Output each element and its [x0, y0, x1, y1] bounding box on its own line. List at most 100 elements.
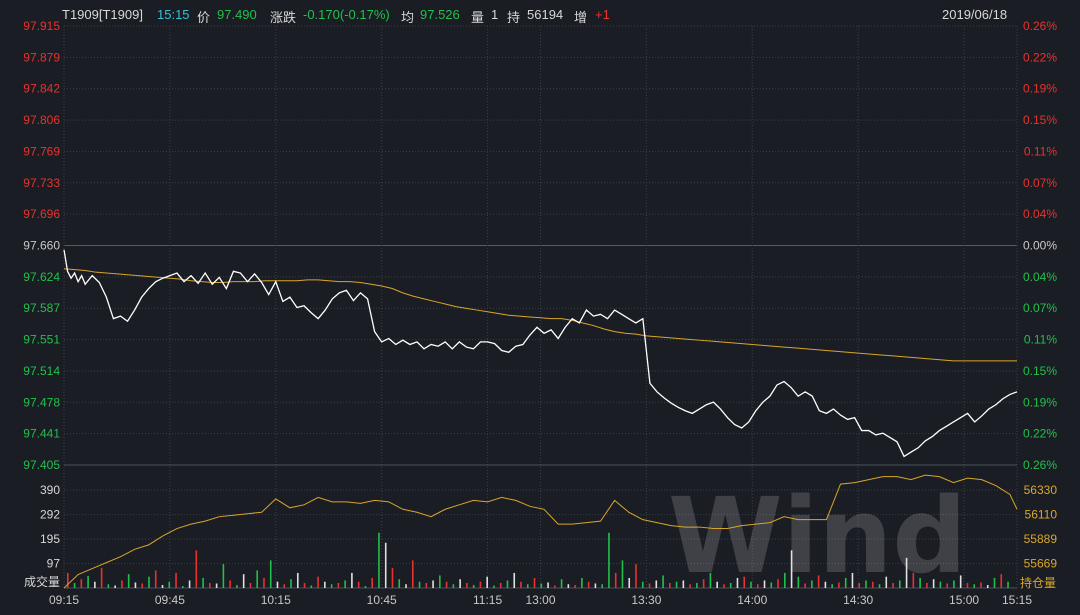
price-caption: 价 [197, 10, 211, 25]
volume-bar [946, 583, 948, 588]
price-axis: 97.915 97.879 97.842 97.806 97.769 97.733 97.6… [23, 19, 60, 472]
volume-bar [520, 581, 522, 588]
volume-bar [425, 582, 428, 588]
volume-bar [567, 584, 570, 588]
price-tick-label: 97.733 [23, 176, 60, 190]
volume-bar [229, 580, 231, 588]
volume-bar [290, 579, 292, 588]
volume-bar [181, 585, 184, 588]
volume-bar [980, 582, 982, 588]
volume-bar [648, 583, 651, 588]
volume-bar [127, 574, 130, 588]
volume-bar [357, 581, 360, 588]
price-tick-label: 97.806 [23, 113, 60, 127]
volume-bar [871, 581, 874, 588]
volume-bar [560, 579, 563, 588]
volume-bar [729, 582, 732, 588]
volume-bar [608, 532, 610, 588]
volume-bar [526, 584, 529, 588]
volume-bar [499, 582, 502, 588]
time-tick-label: 10:45 [367, 593, 397, 607]
volume-bar [405, 584, 407, 588]
volume-bar [905, 557, 908, 588]
volume-bar [337, 582, 340, 588]
date-label: 2019/06/18 [942, 7, 1008, 22]
volume-tick-label: 292 [40, 508, 60, 522]
volume-bar [797, 576, 800, 588]
volume-bar [702, 579, 705, 588]
volume-bar [276, 581, 279, 588]
percent-tick-label: 0.15% [1023, 364, 1057, 378]
price-tick-label: 97.879 [23, 50, 60, 64]
volume-bar [804, 583, 806, 588]
volume-bar [736, 577, 739, 588]
time-tick-label: 11:15 [473, 593, 502, 607]
volume-bar [303, 582, 306, 588]
percent-tick-label: 0.19% [1023, 395, 1057, 409]
volume-bar [371, 577, 373, 588]
time-tick-label: 10:15 [261, 593, 291, 607]
volume-bar [141, 583, 144, 588]
price-line [63, 249, 1018, 458]
volume-bar [716, 581, 718, 588]
oi-value: 56194 [527, 7, 564, 22]
price-tick-label: 97.405 [23, 458, 60, 472]
volume-bar [330, 584, 333, 588]
volume-bar [324, 581, 326, 588]
volume-bar [256, 570, 258, 588]
volume-bar [175, 572, 177, 588]
volume-bar [817, 575, 820, 588]
volume-bar [134, 582, 137, 588]
volume-bar [641, 581, 644, 588]
percent-tick-label: 0.26% [1023, 19, 1057, 33]
volume-bar [770, 582, 773, 588]
volume-panel-label: 成交量 [24, 574, 60, 589]
volume-bar [249, 582, 252, 588]
volume-bar [851, 572, 854, 588]
volume-bar [236, 584, 238, 588]
volume-bar [506, 580, 509, 588]
price-tick-label: 97.441 [23, 427, 60, 441]
volume-bar [966, 582, 969, 588]
volume-bar [696, 582, 698, 588]
volume-bar [411, 560, 414, 588]
volume-bar [621, 560, 624, 588]
time-tick-label: 09:15 [49, 593, 79, 607]
time-axis: 09:15 09:45 10:15 10:45 11:15 13:00 13:30 14:00… [49, 593, 1032, 607]
volume-bar [445, 581, 448, 588]
volume-bar [80, 579, 83, 588]
volume-bar [344, 580, 346, 588]
volume-bar [87, 575, 89, 588]
time-tick-label: 09:45 [155, 593, 185, 607]
volume-bar [296, 572, 299, 588]
open-interest-series [63, 474, 1018, 589]
volume-bar [594, 583, 597, 588]
time-tick-label: 13:00 [525, 593, 555, 607]
price-value: 97.490 [217, 7, 257, 22]
open-interest-line [63, 474, 1018, 589]
volume-bar [317, 576, 319, 588]
volume-bar [675, 581, 678, 588]
volume-bar [283, 584, 286, 588]
volume-bars [67, 532, 1009, 588]
volume-bar [154, 570, 157, 588]
oi-tick-label: 55889 [1024, 532, 1058, 546]
volume-bar [486, 576, 488, 588]
volume-bar [107, 584, 110, 588]
volume-bar [533, 577, 536, 588]
volume-bar [351, 572, 353, 588]
percent-tick-label: 0.22% [1023, 50, 1057, 64]
volume-bar [959, 575, 962, 588]
volume-bar [310, 585, 313, 588]
volume-bar [513, 572, 516, 588]
price-tick-label: 97.587 [23, 301, 60, 315]
price-tick-label: 97.660 [23, 239, 60, 253]
watermark-logo: Wind [668, 475, 967, 597]
volume-bar [844, 577, 847, 588]
oi-tick-label: 56330 [1024, 483, 1058, 497]
volume-bar [94, 581, 96, 588]
volume-bar [858, 582, 861, 588]
volume-bar [669, 582, 671, 588]
volume-tick-label: 97 [47, 557, 61, 571]
volume-bar [743, 576, 746, 588]
